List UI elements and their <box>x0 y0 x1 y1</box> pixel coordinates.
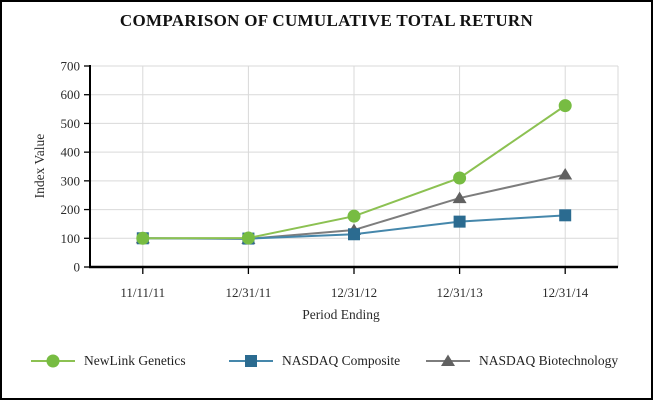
x-tick-label: 12/31/13 <box>436 285 482 300</box>
legend-item-nasdaq-composite: NASDAQ Composite <box>228 352 400 370</box>
x-tick-label: 12/31/11 <box>226 285 272 300</box>
legend-item-nasdaq-biotechnology: NASDAQ Biotechnology <box>425 352 618 370</box>
chart-plot-area: 0 100 200 300 400 500 600 700 11/11/11 12/31/11 12… <box>32 59 619 322</box>
marker-newlink-genetics <box>558 99 572 113</box>
y-axis-title: Index Value <box>32 134 47 199</box>
y-tick-label: 700 <box>61 59 81 74</box>
nasdaq-biotechnology-triangle-icon <box>426 354 470 366</box>
legend-item-newlink-genetics: NewLink Genetics <box>30 352 186 370</box>
legend-label: NASDAQ Biotechnology <box>479 353 619 368</box>
y-tick-label: 100 <box>61 231 81 246</box>
y-tick-label: 300 <box>61 173 81 188</box>
newlink-genetics-circle-icon <box>31 354 75 368</box>
chart-title: COMPARISON OF CUMULATIVE TOTAL RETURN <box>119 11 534 30</box>
x-tick-label: 12/31/12 <box>331 285 377 300</box>
marker-newlink-genetics <box>453 171 467 185</box>
y-tick-label: 200 <box>61 202 81 217</box>
y-tick-label: 600 <box>61 87 81 102</box>
marker-newlink-genetics <box>241 231 255 245</box>
legend-label: NewLink Genetics <box>84 353 186 368</box>
marker-newlink-genetics <box>136 231 150 245</box>
nasdaq-composite-square-icon <box>229 355 273 367</box>
y-tick-label: 0 <box>74 260 81 275</box>
marker-nasdaq-composite <box>348 228 360 241</box>
legend-marker-nasdaq-biotechnology <box>441 354 455 366</box>
marker-nasdaq-composite <box>453 215 466 228</box>
marker-nasdaq-composite <box>559 209 572 222</box>
x-tick-label: 12/31/14 <box>542 285 589 300</box>
marker-newlink-genetics <box>347 209 361 223</box>
legend-label: NASDAQ Composite <box>282 353 401 368</box>
y-tick-label: 400 <box>61 145 81 160</box>
legend-marker-newlink-genetics <box>46 354 60 368</box>
x-tick-label: 11/11/11 <box>120 285 165 300</box>
marker-nasdaq-biotechnology <box>452 191 467 204</box>
marker-nasdaq-biotechnology <box>558 168 573 180</box>
legend-marker-nasdaq-composite <box>245 355 257 367</box>
x-axis-title: Period Ending <box>302 307 380 322</box>
y-tick-label: 500 <box>61 116 81 131</box>
